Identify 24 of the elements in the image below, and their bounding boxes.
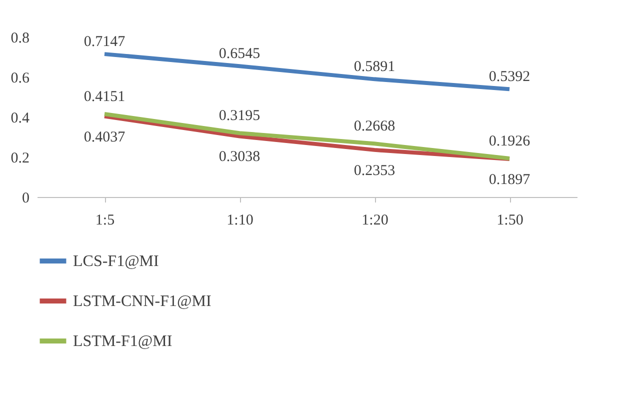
y-tick-label: 0.2 [10,150,30,166]
data-label: 0.3195 [218,108,260,124]
data-label: 0.1897 [488,172,531,188]
y-tick-label: 0.4 [10,110,30,126]
x-tick-label: 1:10 [226,212,254,228]
x-tick-label: 1:5 [95,212,115,228]
legend-label: LSTM-CNN-F1@MI [73,293,212,310]
y-tick-label: 0 [22,190,30,206]
data-label: 0.5891 [354,59,396,76]
legend-label: LCS-F1@MI [73,253,159,270]
data-label: 0.1926 [488,133,531,150]
data-label: 0.4037 [84,129,126,146]
data-label: 0.4151 [84,88,126,105]
x-tick-label: 1:20 [362,212,388,228]
data-label: 0.7147 [84,34,126,50]
data-label: 0.5392 [488,69,530,86]
data-label: 0.6545 [218,46,260,62]
legend-label: LSTM-F1@MI [73,333,172,350]
data-label: 0.2353 [354,162,396,179]
y-tick-label: 0.6 [10,70,30,86]
y-tick-label: 0.8 [10,30,30,46]
data-label: 0.3038 [218,149,260,166]
data-label: 0.2668 [354,118,396,135]
x-tick-label: 1:50 [496,212,524,228]
